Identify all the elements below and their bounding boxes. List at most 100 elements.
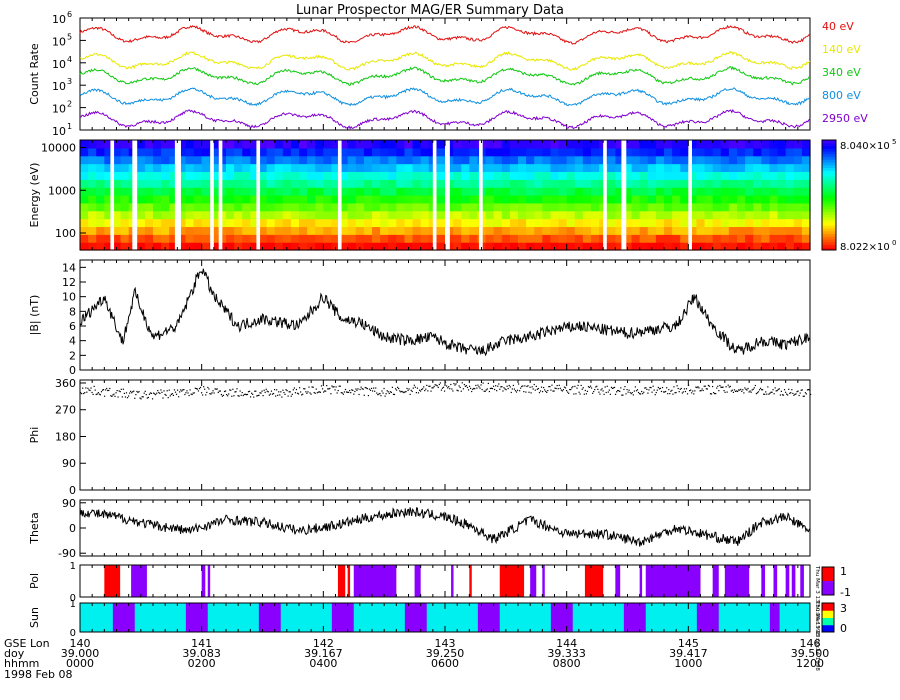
spectrogram-cell — [461, 202, 470, 212]
spectrogram-cell — [574, 140, 584, 149]
spectrogram-cell — [299, 155, 308, 165]
phi-point — [595, 386, 597, 388]
phi-point — [335, 386, 337, 388]
spectrogram-cell — [104, 195, 114, 204]
spectrogram-cell — [412, 140, 422, 149]
spectrogram-cell — [582, 242, 592, 251]
spectrogram-cell — [355, 187, 365, 196]
phi-point — [565, 389, 568, 392]
spectrogram-cell — [769, 140, 779, 149]
phi-point — [400, 391, 402, 393]
spectrogram-cell — [258, 179, 268, 188]
sun-colorbar-top-label: 3 — [840, 602, 847, 615]
spectrogram-cell — [112, 195, 122, 204]
phi-point — [194, 387, 196, 389]
spectrogram-cell — [104, 171, 114, 180]
spectrogram-cell — [566, 242, 576, 251]
spectrogram-cell — [777, 202, 787, 212]
spectrogram-cell — [712, 242, 722, 251]
phi-point — [629, 391, 631, 394]
phi-point — [727, 384, 729, 386]
spectrogram-cell — [420, 155, 430, 165]
spectrogram-cell — [664, 218, 673, 228]
x-tick-hhmm: 1000 — [674, 657, 702, 670]
phi-point — [101, 389, 104, 391]
spectrogram-cell — [769, 171, 779, 180]
y-tick-exponent: 6 — [67, 10, 72, 19]
spectrogram-cell — [469, 155, 479, 165]
spectrogram-cell — [258, 155, 268, 165]
spectrogram-cell — [785, 202, 795, 212]
phi-point — [393, 393, 396, 396]
spectrogram-cell — [404, 218, 414, 228]
spectrogram-cell — [274, 195, 284, 204]
spectrogram-cell — [226, 163, 235, 173]
phi-point — [218, 390, 220, 392]
spectrogram-cell — [680, 187, 689, 196]
spectrogram-cell — [323, 179, 333, 188]
spectrogram-cell — [380, 242, 389, 251]
phi-point — [774, 387, 776, 389]
phi-point — [285, 389, 287, 391]
spectrogram-cell — [542, 202, 552, 212]
spectrogram-cell — [672, 242, 681, 251]
spectrogram-cell — [461, 210, 470, 220]
spectrogram-cell — [647, 187, 657, 196]
spectrogram-cell — [777, 155, 787, 165]
spectrogram-cell — [380, 195, 389, 204]
phi-point — [476, 387, 478, 389]
sun-dark-segment — [185, 603, 208, 632]
spectrogram-cell — [380, 163, 389, 173]
spectrogram-cell — [274, 147, 284, 157]
spectrogram-cell — [88, 242, 97, 251]
spectrogram-cell — [193, 210, 203, 220]
spectrogram-cell — [339, 234, 349, 243]
phi-point — [766, 393, 768, 395]
spectrogram-cell — [201, 202, 211, 212]
spectrogram-cell — [493, 147, 503, 157]
phi-point — [784, 391, 787, 393]
data-gap — [621, 140, 627, 250]
spectrogram-cell — [412, 163, 422, 173]
spectrogram-cell — [526, 210, 535, 220]
phi-point — [612, 387, 615, 389]
phi-point — [192, 392, 194, 394]
spectrogram-cell — [266, 147, 276, 157]
phi-point — [407, 389, 409, 391]
spectrogram-cell — [672, 218, 681, 228]
phi-point — [402, 391, 404, 393]
spectrogram-cell — [339, 147, 349, 157]
spectrogram-cell — [664, 195, 673, 204]
spectrogram-cell — [574, 163, 584, 173]
spectrogram-cell — [793, 147, 803, 157]
phi-point — [279, 394, 281, 396]
phi-point — [254, 390, 256, 392]
spectrogram-cell — [639, 242, 649, 251]
spectrogram-cell — [177, 155, 187, 165]
phi-point — [614, 393, 617, 395]
phi-point — [437, 386, 439, 389]
phi-point — [379, 392, 381, 395]
spectrogram-cell — [80, 218, 89, 228]
spectrogram-cell — [234, 140, 243, 149]
phi-point — [433, 385, 435, 388]
spectrogram-cell — [623, 140, 633, 149]
phi-point — [348, 391, 350, 394]
spectrogram-cell — [639, 226, 649, 235]
phi-point — [315, 388, 317, 390]
spectrogram-cell — [745, 155, 754, 165]
spectrogram-cell — [258, 171, 268, 180]
phi-point — [409, 393, 411, 396]
x-tick-doy: 39.250 — [426, 647, 465, 660]
spectrogram-cell — [396, 147, 406, 157]
plot-title: Lunar Prospector MAG/ER Summary Data — [296, 3, 564, 18]
spectrogram-cell — [631, 187, 641, 196]
spectrogram-cell — [363, 226, 373, 235]
phi-point — [793, 394, 795, 396]
phi-point — [748, 391, 750, 393]
spectrogram-cell — [388, 163, 397, 173]
spectrogram-cell — [404, 171, 414, 180]
phi-point — [304, 388, 306, 390]
spectrogram-cell — [80, 202, 89, 212]
spectrogram-cell — [493, 140, 503, 149]
